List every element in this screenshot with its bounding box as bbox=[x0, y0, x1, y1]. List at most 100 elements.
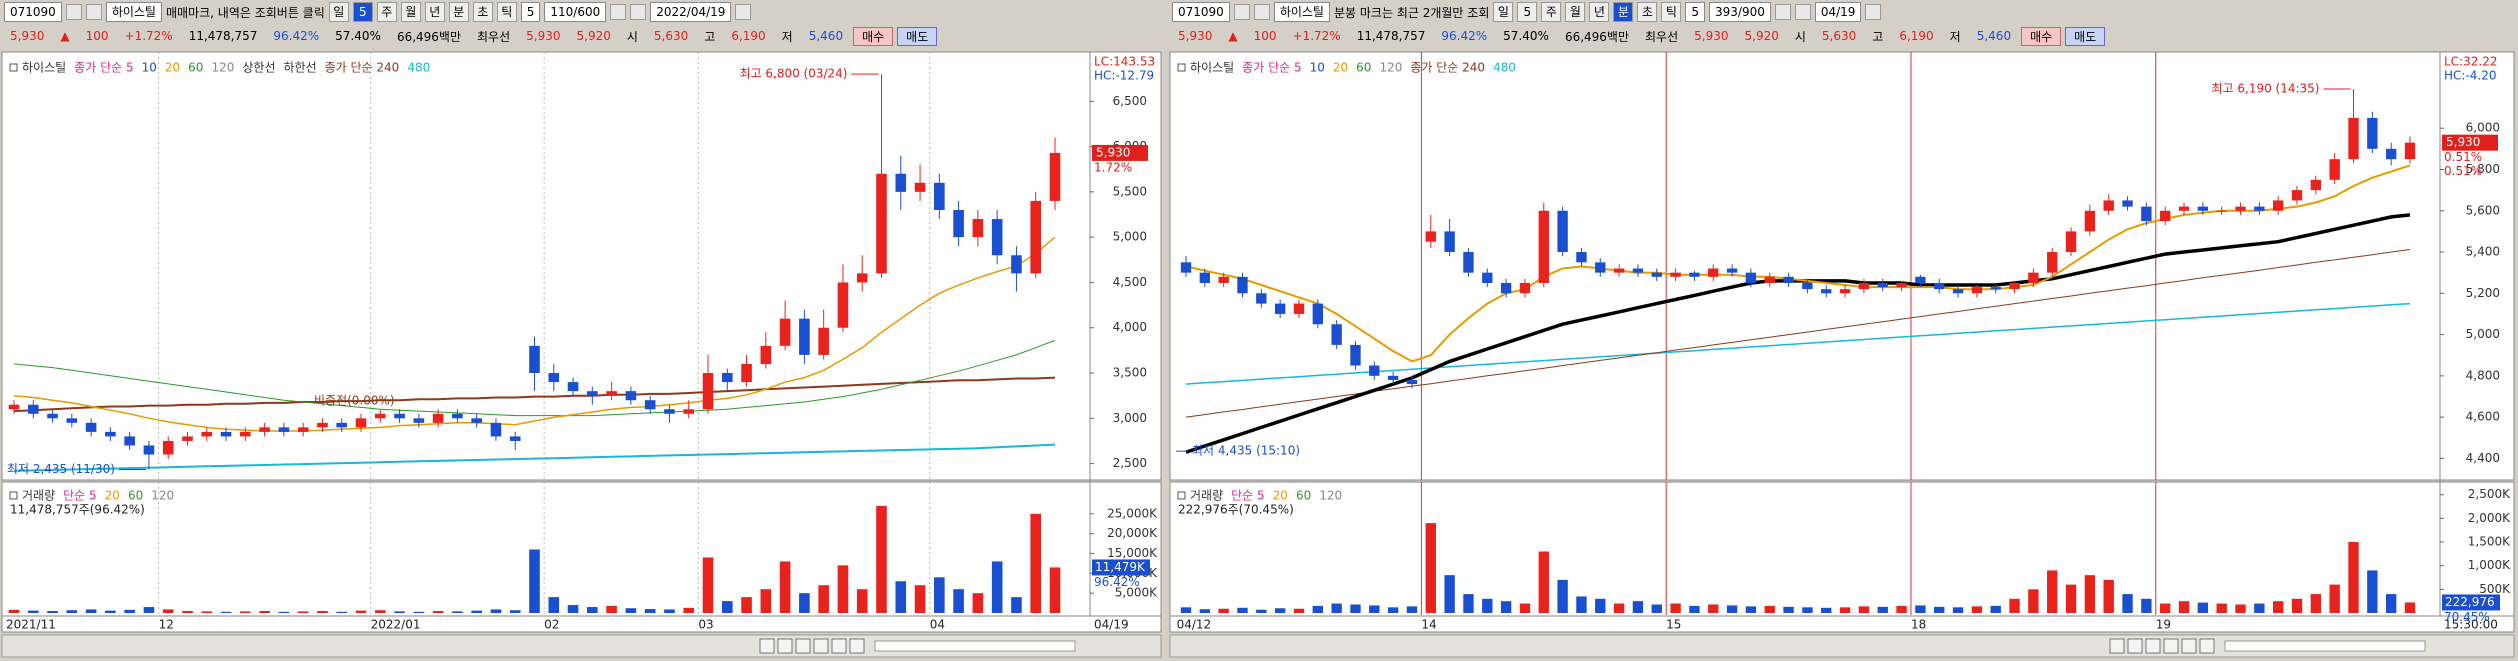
volume-bar bbox=[529, 549, 540, 613]
candle-body bbox=[2291, 190, 2303, 201]
period-button[interactable]: 분 bbox=[448, 2, 469, 22]
volume-bar bbox=[625, 608, 637, 613]
candle-body bbox=[799, 318, 810, 355]
sell-button[interactable]: 매도 bbox=[2065, 26, 2106, 46]
unit[interactable]: 5 bbox=[1685, 2, 1705, 22]
count[interactable]: 393/900 bbox=[1709, 2, 1771, 22]
ma-line bbox=[13, 443, 1056, 472]
volume-bar bbox=[2254, 603, 2265, 613]
volume-note: 70.45% bbox=[2444, 610, 2490, 624]
icon[interactable] bbox=[735, 4, 752, 20]
period-button[interactable]: 틱 bbox=[496, 2, 517, 22]
icon[interactable] bbox=[85, 4, 102, 20]
candle-body bbox=[509, 436, 521, 441]
candle-body bbox=[1274, 303, 1286, 314]
legend-item: 60 bbox=[188, 61, 203, 75]
buy-button[interactable]: 매수 bbox=[853, 26, 894, 46]
candle-body bbox=[664, 409, 675, 414]
period-button[interactable]: 일 bbox=[1493, 2, 1514, 22]
volume-bar bbox=[953, 589, 964, 613]
legend-item: 20 bbox=[1333, 61, 1348, 75]
stock-code[interactable]: 071090 bbox=[4, 2, 62, 22]
volume-bar bbox=[432, 611, 444, 613]
period-button[interactable]: 주 bbox=[1541, 2, 1562, 22]
icon[interactable] bbox=[630, 4, 647, 20]
sell-button[interactable]: 매도 bbox=[897, 26, 938, 46]
period-button[interactable]: 주 bbox=[376, 2, 397, 22]
date-label: 04/12 bbox=[1177, 618, 1212, 632]
buy-button[interactable]: 매수 bbox=[2021, 26, 2062, 46]
candle-body bbox=[47, 413, 58, 419]
y-tick-label: 2,500 bbox=[1113, 456, 1147, 470]
quote-item: 5,930 bbox=[1694, 29, 1729, 43]
legend-item: 단순 5 bbox=[63, 489, 97, 503]
volume-bar bbox=[1425, 523, 1436, 613]
date[interactable]: 2022/04/19 bbox=[650, 2, 732, 22]
icon[interactable] bbox=[1774, 4, 1791, 20]
period-button[interactable]: 5 bbox=[1517, 2, 1538, 22]
period-button[interactable]: 틱 bbox=[1661, 2, 1682, 22]
period-button[interactable]: 일 bbox=[328, 2, 349, 22]
period-button[interactable]: 5 bbox=[352, 2, 373, 22]
period-button[interactable]: 초 bbox=[472, 2, 493, 22]
date[interactable]: 04/19 bbox=[1814, 2, 1862, 22]
volume-bar bbox=[2329, 584, 2340, 613]
volume-bar bbox=[2273, 601, 2284, 613]
toolbar-row: 071090 하이스틸 분봉 마크는 최근 2개월만 조회 일 5 주 월 년 분 초 틱 5 393/… bbox=[1168, 0, 2518, 24]
candle-body bbox=[278, 427, 290, 432]
toolbar: 071090 하이스틸 분봉 마크는 최근 2개월만 조회 일 5 주 월 년 분 초 틱 5 393/… bbox=[1168, 0, 2518, 52]
volume-tick-label: 2,500K bbox=[2468, 487, 2511, 501]
candle-body bbox=[856, 273, 868, 283]
volume-box-label: 222,976 bbox=[2445, 595, 2495, 609]
legend-item: 120 bbox=[1319, 489, 1342, 503]
icon[interactable] bbox=[610, 4, 627, 20]
candle-body bbox=[2103, 200, 2114, 211]
candle-body bbox=[471, 418, 482, 423]
volume-bar bbox=[105, 610, 116, 613]
icon[interactable] bbox=[1794, 4, 1811, 20]
count[interactable]: 110/600 bbox=[544, 2, 607, 22]
candle-body bbox=[683, 409, 695, 414]
volume-bar bbox=[1011, 597, 1022, 613]
candle-body bbox=[1670, 272, 1681, 277]
icon[interactable] bbox=[65, 4, 82, 20]
icon[interactable] bbox=[1865, 4, 1882, 20]
volume-bar bbox=[240, 611, 251, 613]
candle-body bbox=[2385, 148, 2397, 160]
candle-body bbox=[240, 431, 251, 437]
volume-bar bbox=[490, 609, 502, 613]
toolbar-row: 071090 하이스틸 매매마크, 내역은 조회버튼 클릭 일 5 주 월 년 분 초 틱 5 110/… bbox=[0, 0, 1163, 24]
volume-bar bbox=[509, 610, 521, 613]
quote-item: 고 bbox=[704, 29, 716, 44]
candle-body bbox=[2047, 252, 2058, 273]
volume-tick-label: 1,500K bbox=[2468, 535, 2511, 549]
candle-body bbox=[2141, 206, 2152, 222]
period-button[interactable]: 년 bbox=[424, 2, 445, 22]
volume-bar bbox=[664, 609, 675, 613]
period-button[interactable]: 월 bbox=[1565, 2, 1586, 22]
quote-item: 100 bbox=[85, 29, 109, 43]
period-button[interactable]: 월 bbox=[400, 2, 421, 22]
unit[interactable]: 5 bbox=[520, 2, 541, 22]
icon[interactable] bbox=[1233, 4, 1250, 20]
volume-bar bbox=[1670, 603, 1681, 613]
candle-body bbox=[355, 418, 367, 428]
volume-bar bbox=[2065, 584, 2077, 613]
period-button[interactable]: 년 bbox=[1589, 2, 1610, 22]
stock-code[interactable]: 071090 bbox=[1172, 2, 1230, 22]
volume-bar bbox=[471, 610, 482, 613]
volume-bar bbox=[2197, 602, 2209, 613]
price-box bbox=[2442, 134, 2498, 151]
icon[interactable] bbox=[1253, 4, 1270, 20]
candle-body bbox=[1896, 282, 1907, 288]
period-button[interactable]: 초 bbox=[1637, 2, 1658, 22]
scroll-button bbox=[849, 638, 865, 654]
stock-name[interactable]: 하이스틸 bbox=[1273, 2, 1330, 22]
volume-box bbox=[2442, 594, 2500, 611]
stock-name[interactable]: 하이스틸 bbox=[105, 2, 162, 22]
volume-bar bbox=[895, 581, 907, 613]
candle-body bbox=[2404, 142, 2416, 160]
legend-item: 60 bbox=[1356, 61, 1371, 75]
period-button[interactable]: 분 bbox=[1613, 2, 1634, 22]
